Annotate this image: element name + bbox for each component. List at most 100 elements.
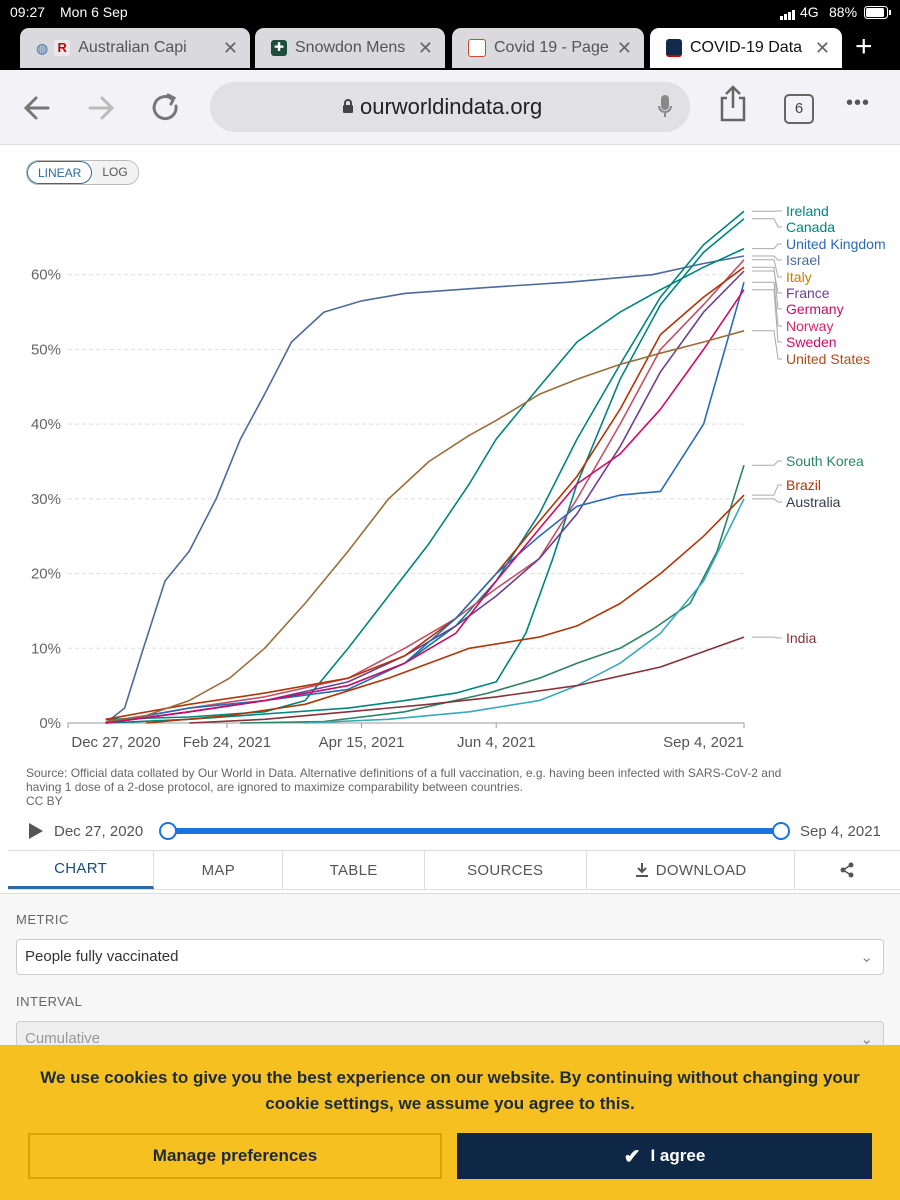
legend-label: Italy xyxy=(786,269,812,285)
new-tab-button[interactable]: + xyxy=(855,30,873,63)
chevron-down-icon: ⌄ xyxy=(860,1031,873,1048)
manage-preferences-button[interactable]: Manage preferences xyxy=(28,1133,442,1179)
cookie-banner: We use cookies to give you the best expe… xyxy=(0,1045,900,1200)
play-button[interactable] xyxy=(27,822,45,845)
reload-button[interactable] xyxy=(146,88,186,128)
tab-download[interactable]: DOWNLOAD xyxy=(587,851,795,889)
globe-icon: ◍ xyxy=(36,39,49,56)
status-time: 09:27 xyxy=(10,4,46,20)
legend-label: Israel xyxy=(786,252,820,268)
legend-label: Ireland xyxy=(786,203,829,219)
browser-tab[interactable]: Covid 19 - Page ✕ xyxy=(452,28,644,68)
metric-select-value: People fully vaccinated xyxy=(25,948,179,965)
share-icon xyxy=(720,85,746,122)
y-tick-label: 60% xyxy=(31,267,61,284)
chevron-down-icon: ⌄ xyxy=(860,949,873,966)
x-tick-label: Sep 4, 2021 xyxy=(663,734,744,751)
forward-button[interactable] xyxy=(82,88,122,128)
series-line xyxy=(105,289,745,724)
linear-scale-button[interactable]: LINEAR xyxy=(27,161,93,184)
browser-tab-active[interactable]: COVID-19 Data ✕ xyxy=(650,28,842,68)
y-tick-label: 30% xyxy=(31,491,61,508)
browser-toolbar: ourworldindata.org 6 ••• xyxy=(0,70,900,145)
legend-connector xyxy=(752,636,782,639)
license-text: CC BY xyxy=(26,794,63,808)
network-label: 4G xyxy=(800,4,819,20)
interval-label: INTERVAL xyxy=(16,994,83,1009)
download-icon xyxy=(635,863,648,877)
timeline-start-handle[interactable] xyxy=(159,822,177,840)
close-icon[interactable]: ✕ xyxy=(616,38,632,58)
legend-connector xyxy=(752,330,782,360)
share-nodes-icon xyxy=(840,862,854,878)
signal-icon xyxy=(780,7,796,23)
forward-arrow-icon xyxy=(88,96,115,120)
series-line xyxy=(146,494,745,724)
browser-tab-strip: ◍ R Australian Capi ✕ ✚ Snowdon Mens ✕ C… xyxy=(0,24,900,70)
y-tick-label: 50% xyxy=(31,341,61,358)
cookie-message: We use cookies to give you the best expe… xyxy=(40,1068,860,1113)
status-date: Mon 6 Sep xyxy=(60,4,128,20)
x-tick-label: Apr 15, 2021 xyxy=(319,734,405,751)
back-button[interactable] xyxy=(18,88,58,128)
tab-count-button[interactable]: 6 xyxy=(784,94,814,124)
close-icon[interactable]: ✕ xyxy=(417,38,433,58)
legend-connector xyxy=(752,266,782,310)
url-text: ourworldindata.org xyxy=(360,94,543,119)
status-bar: 09:27 Mon 6 Sep 4G 88% xyxy=(0,0,900,24)
tab-chart[interactable]: CHART xyxy=(8,851,155,889)
series-line xyxy=(105,259,745,724)
y-tick-label: 40% xyxy=(31,416,61,433)
legend-connector xyxy=(752,255,782,261)
legend-connector xyxy=(752,218,782,228)
y-tick-label: 0% xyxy=(39,715,61,732)
tab-label: Snowdon Mens xyxy=(295,39,406,56)
series-line xyxy=(105,281,745,724)
legend-connector xyxy=(752,289,782,343)
microphone-icon[interactable] xyxy=(658,95,672,124)
x-tick-label: Dec 27, 2020 xyxy=(71,734,160,751)
site-favicon: ✚ xyxy=(271,40,287,56)
timeline-slider[interactable] xyxy=(159,822,790,840)
series-line xyxy=(105,270,745,724)
agree-button[interactable]: ✔ I agree xyxy=(457,1133,872,1179)
source-line-1: Source: Official data collated by Our Wo… xyxy=(26,766,782,780)
metric-select[interactable]: People fully vaccinated ⌄ xyxy=(16,939,884,975)
close-icon[interactable]: ✕ xyxy=(222,38,238,58)
legend-label: United States xyxy=(786,351,870,367)
tab-label: Australian Capi xyxy=(78,39,187,56)
x-tick-label: Jun 4, 2021 xyxy=(457,734,535,751)
battery-percent: 88% xyxy=(829,4,858,20)
metric-label: METRIC xyxy=(16,912,69,927)
y-tick-label: 20% xyxy=(31,566,61,583)
battery-icon xyxy=(864,6,892,22)
tab-map[interactable]: MAP xyxy=(154,851,284,889)
vaccination-line-chart: 0% 10% 20% 30% 40% 50% 60% Dec 27, 2020 Feb 24, … xyxy=(31,203,886,751)
x-tick-label: Feb 24, 2021 xyxy=(183,734,271,751)
share-button[interactable] xyxy=(718,84,748,127)
legend-connector xyxy=(752,259,782,278)
site-favicon xyxy=(666,39,682,57)
legend-label: Canada xyxy=(786,219,835,235)
source-line-2: having 1 dose of a 2-dose protocol, are … xyxy=(26,780,523,794)
close-icon[interactable]: ✕ xyxy=(814,38,830,58)
play-icon xyxy=(29,823,43,839)
interval-select-value: Cumulative xyxy=(25,1030,101,1047)
legend-label: France xyxy=(786,285,830,301)
legend-label: Norway xyxy=(786,318,833,334)
legend-connector xyxy=(752,270,782,294)
browser-tab[interactable]: ✚ Snowdon Mens ✕ xyxy=(255,28,445,68)
legend-connector xyxy=(752,484,782,496)
tab-sources[interactable]: SOURCES xyxy=(425,851,587,889)
legend-connector xyxy=(752,460,782,466)
browser-tab[interactable]: ◍ R Australian Capi ✕ xyxy=(20,28,250,68)
address-bar[interactable]: ourworldindata.org xyxy=(210,82,690,132)
tab-table[interactable]: TABLE xyxy=(283,851,425,889)
tab-share[interactable] xyxy=(795,851,900,889)
more-menu-button[interactable]: ••• xyxy=(846,92,871,114)
timeline-end-handle[interactable] xyxy=(772,822,790,840)
y-tick-label: 10% xyxy=(31,640,61,657)
series-line xyxy=(105,255,745,724)
series-line xyxy=(105,218,745,724)
log-scale-button[interactable]: LOG xyxy=(92,161,138,184)
